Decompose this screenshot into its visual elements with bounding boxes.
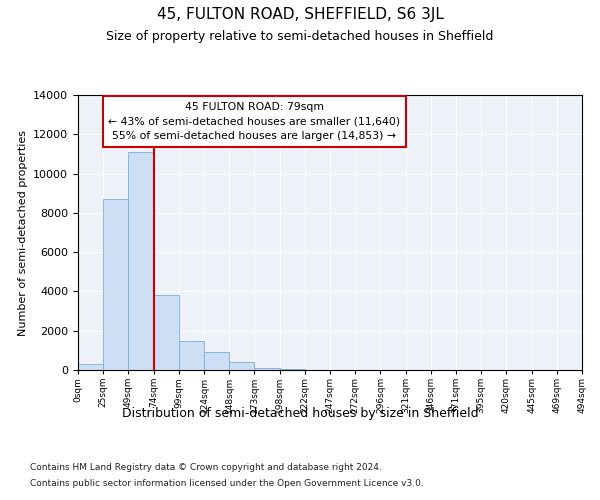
Bar xyxy=(128,152,154,370)
Bar xyxy=(179,340,204,370)
Text: Size of property relative to semi-detached houses in Sheffield: Size of property relative to semi-detach… xyxy=(106,30,494,43)
Y-axis label: Number of semi-detached properties: Number of semi-detached properties xyxy=(17,130,28,336)
Text: 45, FULTON ROAD, SHEFFIELD, S6 3JL: 45, FULTON ROAD, SHEFFIELD, S6 3JL xyxy=(157,8,443,22)
Bar xyxy=(154,296,179,370)
Bar xyxy=(280,369,305,370)
Text: 45 FULTON ROAD: 79sqm
← 43% of semi-detached houses are smaller (11,640)
55% of : 45 FULTON ROAD: 79sqm ← 43% of semi-deta… xyxy=(109,102,400,142)
Text: Distribution of semi-detached houses by size in Sheffield: Distribution of semi-detached houses by … xyxy=(122,408,478,420)
Bar xyxy=(103,199,128,370)
Bar xyxy=(229,362,254,370)
Text: Contains HM Land Registry data © Crown copyright and database right 2024.: Contains HM Land Registry data © Crown c… xyxy=(30,462,382,471)
Bar xyxy=(78,364,103,370)
Bar xyxy=(254,368,280,370)
Bar xyxy=(204,352,229,370)
Text: Contains public sector information licensed under the Open Government Licence v3: Contains public sector information licen… xyxy=(30,479,424,488)
